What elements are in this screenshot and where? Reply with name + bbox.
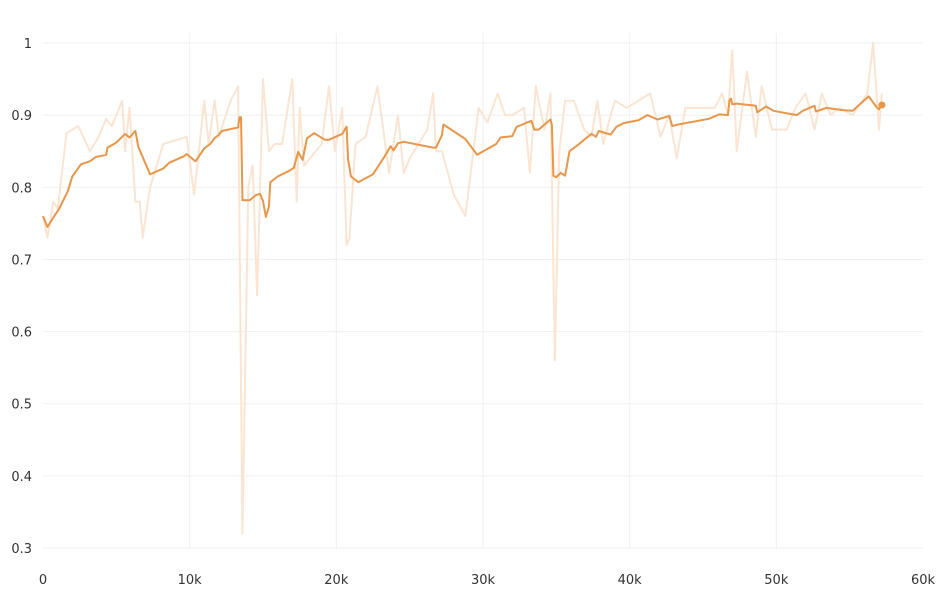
series-line-smoothed [42, 95, 882, 228]
y-tick-label: 0.6 [11, 326, 32, 341]
x-tick-label: 10k [178, 573, 203, 588]
y-tick-label: 0.3 [11, 542, 32, 557]
y-tick-label: 1 [24, 37, 32, 52]
x-gridlines [189, 33, 777, 548]
y-tick-label: 0.9 [11, 109, 32, 124]
y-gridlines [43, 42, 923, 549]
y-tick-label: 0.4 [11, 470, 32, 485]
x-tick-label: 20k [324, 573, 349, 588]
x-tick-label: 50k [764, 573, 789, 588]
x-tick-label: 0 [39, 573, 47, 588]
last-point-marker [878, 101, 886, 109]
x-tick-label: 40k [618, 573, 643, 588]
x-tick-label: 60k [911, 573, 936, 588]
x-tick-label: 30k [471, 573, 496, 588]
y-tick-label: 0.8 [11, 181, 32, 196]
y-tick-labels: 0.3 0.4 0.5 0.6 0.7 0.8 0.9 1 [11, 37, 32, 557]
x-tick-labels: 0 10k 20k 30k 40k 50k 60k [39, 573, 936, 588]
y-tick-label: 0.5 [11, 398, 32, 413]
series-line-raw [42, 42, 883, 535]
y-tick-label: 0.7 [11, 253, 32, 268]
plot-area [42, 42, 886, 535]
